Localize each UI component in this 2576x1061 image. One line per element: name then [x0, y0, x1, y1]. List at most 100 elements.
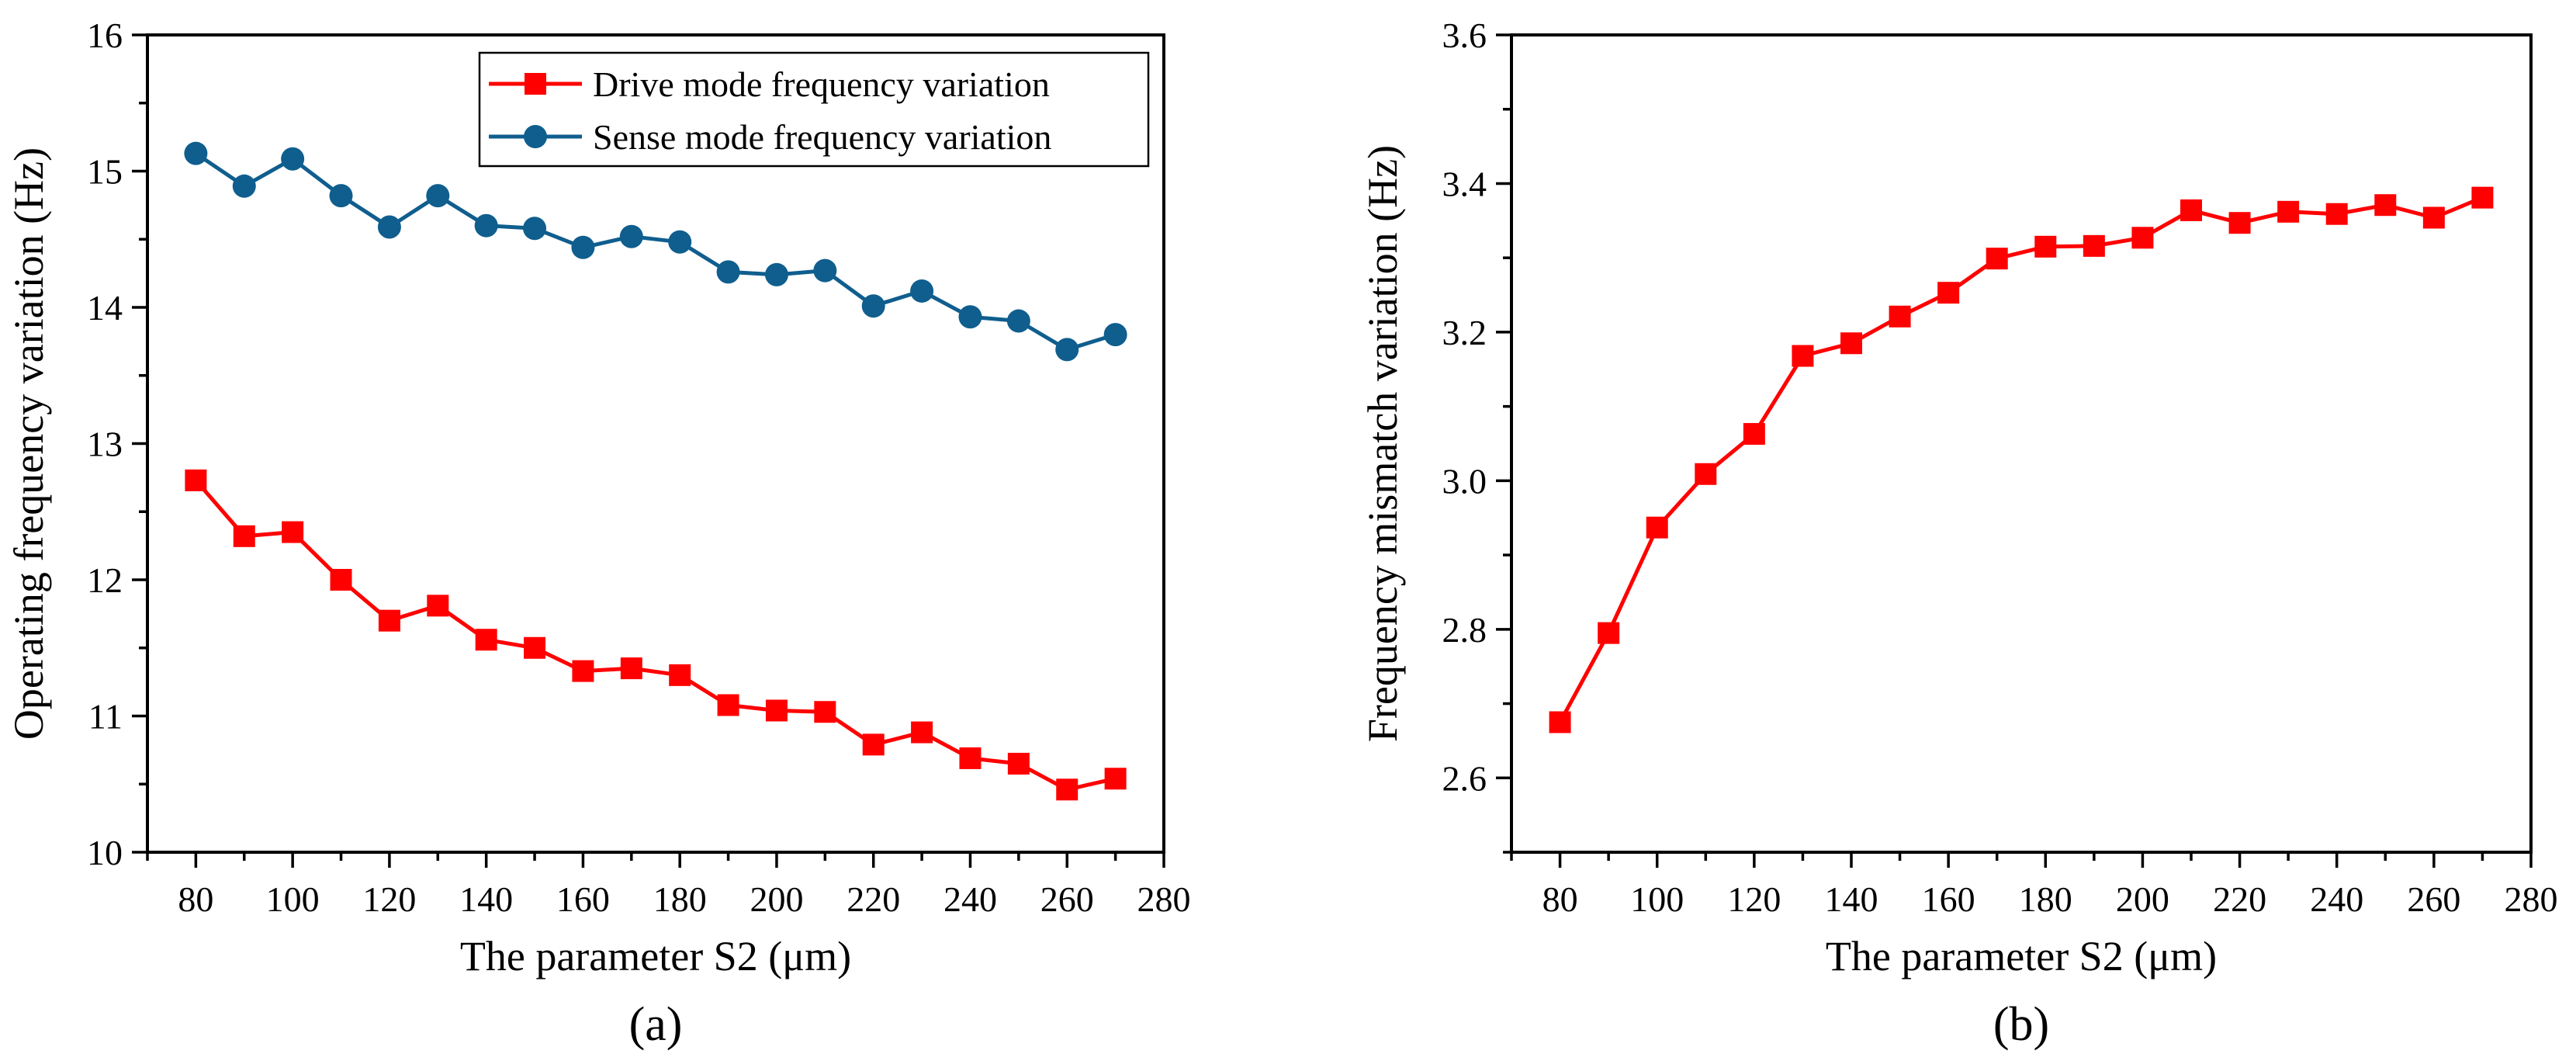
data-point: [959, 747, 982, 769]
x-tick-label: 280: [2505, 879, 2558, 919]
data-point: [329, 184, 353, 208]
legend-label: Drive mode frequency variation: [593, 64, 1050, 104]
y-tick-label: 2.8: [1442, 610, 1487, 650]
data-point: [377, 215, 401, 239]
legend: Drive mode frequency variation Sense mode…: [478, 51, 1150, 168]
x-axis-label: The parameter S2 (μm): [460, 933, 851, 980]
data-point: [2471, 186, 2494, 209]
x-tick-label: 180: [653, 879, 707, 919]
data-point: [2374, 194, 2397, 217]
data-point: [1007, 752, 1030, 775]
legend-box: [478, 51, 1150, 168]
data-point: [475, 629, 497, 651]
data-point: [765, 699, 788, 722]
data-point: [814, 701, 836, 723]
data-point: [2228, 212, 2251, 234]
legend-marker: [525, 73, 546, 95]
data-point: [233, 525, 255, 547]
data-point: [1792, 345, 1814, 367]
y-axis-label: Frequency mismatch variation (Hz): [1359, 145, 1406, 742]
legend-label: Sense mode frequency variation: [593, 117, 1051, 157]
data-point: [717, 694, 739, 716]
data-point: [523, 217, 547, 241]
data-point: [668, 230, 692, 254]
x-tick-label: 180: [2019, 879, 2072, 919]
data-point: [620, 657, 642, 680]
data-point: [619, 224, 643, 248]
data-point: [716, 260, 740, 284]
x-axis-label: The parameter S2 (μm): [1826, 933, 2217, 980]
x-tick-label: 120: [362, 879, 416, 919]
x-tick-label: 220: [847, 879, 900, 919]
y-tick-label: 15: [87, 152, 123, 192]
data-point: [2325, 203, 2348, 225]
y-tick-label: 3.6: [1442, 16, 1487, 55]
x-tick-label: 120: [1727, 879, 1781, 919]
data-point: [2180, 199, 2202, 221]
data-point: [910, 279, 934, 303]
data-point: [1056, 778, 1079, 801]
data-point: [1103, 323, 1127, 347]
x-tick-label: 200: [2116, 879, 2169, 919]
data-point: [2131, 227, 2154, 249]
data-point: [378, 609, 400, 632]
data-point: [958, 305, 982, 329]
data-point: [1006, 309, 1030, 333]
data-point: [1695, 463, 1717, 485]
data-point: [281, 147, 305, 171]
data-point: [1986, 248, 2008, 270]
y-tick-label: 3.2: [1442, 313, 1487, 352]
data-point: [862, 733, 885, 756]
x-tick-label: 140: [459, 879, 513, 919]
data-point: [2277, 200, 2300, 223]
data-point: [813, 258, 837, 283]
y-tick-label: 10: [87, 833, 123, 872]
data-point: [669, 664, 691, 686]
series-0: [185, 469, 1127, 801]
data-point: [232, 174, 256, 198]
chart-panel-a: 80 100 120 140 160 180 200 220 240 260 280 10 11 12 13…: [5, 16, 1191, 1051]
data-point: [2034, 235, 2057, 258]
x-tick-label: 200: [750, 879, 803, 919]
data-point: [330, 569, 352, 591]
x-tick-label: 240: [2310, 879, 2363, 919]
data-point: [1889, 305, 1911, 328]
x-tick-label: 80: [178, 879, 213, 919]
x-tick-label: 280: [1137, 879, 1191, 919]
data-point: [2422, 206, 2445, 229]
data-point: [1937, 282, 1960, 304]
y-tick-label: 13: [87, 425, 123, 464]
data-point: [572, 660, 594, 682]
data-point: [474, 213, 498, 238]
data-point: [1549, 711, 1571, 733]
panel-label: (a): [629, 998, 683, 1051]
data-point: [911, 721, 933, 744]
data-point: [282, 521, 304, 543]
series-0: [1549, 186, 2494, 733]
x-tick-label: 260: [2407, 879, 2460, 919]
x-tick-label: 140: [1825, 879, 1878, 919]
series-line: [194, 479, 1117, 792]
x-tick-label: 240: [943, 879, 997, 919]
plot-frame: [1510, 33, 2533, 854]
data-point: [2083, 234, 2105, 257]
data-point: [571, 235, 595, 259]
data-point: [1055, 338, 1079, 362]
y-tick-label: 16: [87, 16, 123, 55]
data-point: [764, 262, 788, 286]
x-tick-label: 260: [1040, 879, 1094, 919]
legend-marker: [524, 125, 547, 148]
data-point: [861, 294, 885, 318]
data-point: [1840, 332, 1862, 355]
x-tick-label: 100: [1630, 879, 1684, 919]
y-tick-label: 12: [87, 560, 123, 600]
x-tick-label: 160: [556, 879, 610, 919]
y-tick-label: 3.0: [1442, 461, 1487, 501]
data-point: [524, 636, 546, 659]
data-point: [426, 184, 450, 208]
x-tick-label: 100: [266, 879, 320, 919]
panel-label: (b): [1993, 998, 2049, 1051]
data-point: [1598, 622, 1620, 644]
data-point: [185, 469, 207, 491]
